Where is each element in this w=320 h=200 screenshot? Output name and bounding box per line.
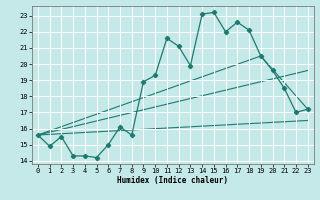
X-axis label: Humidex (Indice chaleur): Humidex (Indice chaleur)	[117, 176, 228, 185]
